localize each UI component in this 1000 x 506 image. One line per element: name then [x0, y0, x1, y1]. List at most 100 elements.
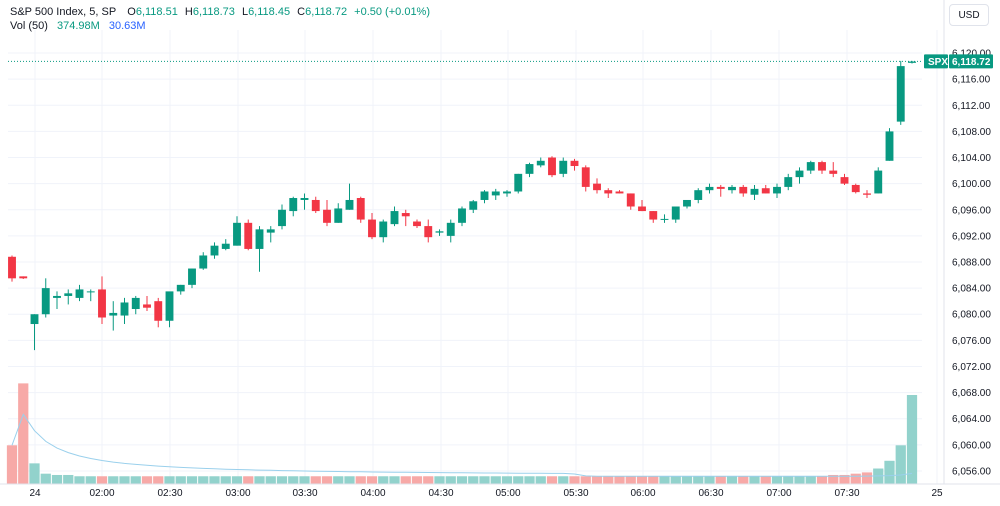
volume-bar — [783, 476, 794, 484]
high-value: 6,118.73 — [192, 6, 235, 18]
price-tick-label: 6,100.00 — [952, 179, 991, 190]
volume-bar — [524, 476, 535, 484]
volume-bar — [18, 383, 29, 484]
volume-bar — [456, 476, 468, 484]
candle-body — [705, 186, 714, 191]
candle-body — [728, 186, 736, 191]
high-label: H — [184, 6, 193, 18]
candle-body — [41, 288, 50, 315]
volume-bar — [29, 463, 40, 484]
volume-bar — [558, 476, 569, 484]
volume-bar — [884, 460, 895, 484]
candle-body — [581, 167, 590, 187]
candle-body — [401, 213, 410, 217]
volume-bar — [479, 476, 490, 484]
candle-body — [390, 211, 399, 225]
candle-body — [683, 199, 691, 207]
volume-bar — [231, 476, 243, 484]
volume-bar — [6, 445, 18, 484]
volume-bar — [794, 476, 805, 484]
volume-bar — [153, 476, 164, 484]
volume-bar — [276, 476, 288, 484]
volume-bar — [546, 476, 558, 484]
candle-body — [75, 289, 84, 298]
chart-grid — [8, 30, 938, 484]
volume-bar — [85, 476, 96, 484]
volume-bar — [614, 476, 625, 484]
volume-bar — [400, 476, 411, 484]
volume-bar — [659, 476, 670, 484]
volume-bar — [40, 473, 51, 484]
candle-body — [356, 198, 365, 220]
candle-body — [874, 170, 883, 194]
candle-body — [593, 183, 601, 191]
volume-bar — [535, 476, 546, 484]
candle-body — [413, 221, 421, 227]
volume-bar — [895, 445, 906, 484]
candle-body — [851, 184, 860, 193]
time-tick-label: 25 — [931, 488, 943, 499]
candle-body — [604, 190, 613, 194]
candle-body — [840, 177, 849, 184]
volume-bar — [175, 476, 186, 484]
candle-body — [289, 198, 298, 212]
candle-body — [638, 206, 646, 212]
volume-bar — [389, 476, 400, 484]
candle-body — [570, 160, 579, 167]
candle-body — [649, 211, 658, 220]
candle-body — [53, 295, 61, 298]
candle-body — [761, 188, 770, 194]
volume-bar — [704, 476, 715, 484]
time-tick-label: 05:00 — [495, 488, 520, 499]
volume-bar — [816, 476, 828, 484]
volume-value: 374.98M — [56, 20, 100, 32]
candle-body — [514, 173, 523, 192]
symbol-tag — [924, 54, 948, 69]
price-tick-label: 6,112.00 — [952, 101, 991, 112]
change-value: +0.50 (+0.01%) — [354, 6, 431, 18]
candle-body — [311, 199, 320, 212]
candle-body — [525, 164, 534, 174]
candle-body — [615, 191, 624, 194]
candle-body — [64, 293, 73, 296]
volume-bar — [760, 476, 771, 484]
volume-bar — [220, 476, 231, 484]
price-tick-label: 6,096.00 — [952, 205, 991, 216]
volume-bar — [198, 476, 209, 484]
volume-bar — [299, 476, 310, 484]
time-tick-label: 24 — [29, 488, 41, 499]
candle-body — [210, 245, 219, 256]
volume-bar — [771, 476, 783, 484]
price-tick-label: 6,120.00 — [952, 49, 991, 60]
close-label: C — [297, 6, 306, 18]
volume-bar — [580, 476, 591, 484]
last-price-tag: SPX 6,118.72 — [924, 54, 993, 69]
candle-body — [626, 193, 635, 207]
candle-body — [559, 160, 568, 174]
candle-body — [435, 231, 444, 233]
candle-body — [795, 170, 804, 178]
candles — [8, 60, 916, 351]
price-tag — [949, 54, 993, 69]
candle-body — [896, 66, 905, 122]
candle-body — [334, 208, 343, 223]
candle-body — [491, 191, 500, 196]
volume-bar — [355, 476, 366, 484]
volume-bar — [265, 476, 276, 484]
currency-button[interactable]: USD — [949, 4, 989, 26]
candle-body — [266, 229, 275, 233]
candle-body — [176, 284, 185, 292]
price-tick-label: 6,060.00 — [952, 440, 991, 451]
ohlc-legend: S&P 500 Index, 5, SP O6,118.51 H6,118.73… — [10, 5, 434, 20]
volume-bar — [310, 476, 321, 484]
candle-body — [233, 222, 241, 246]
volume-bar — [333, 476, 344, 484]
volume-legend: Vol (50) 374.98M 30.63M — [10, 19, 146, 34]
candle-body — [86, 291, 95, 293]
volume-bar — [670, 476, 681, 484]
time-tick-label: 04:30 — [428, 488, 453, 499]
time-tick-label: 03:30 — [292, 488, 317, 499]
candle-body — [379, 221, 388, 238]
volume-bar — [445, 476, 456, 484]
